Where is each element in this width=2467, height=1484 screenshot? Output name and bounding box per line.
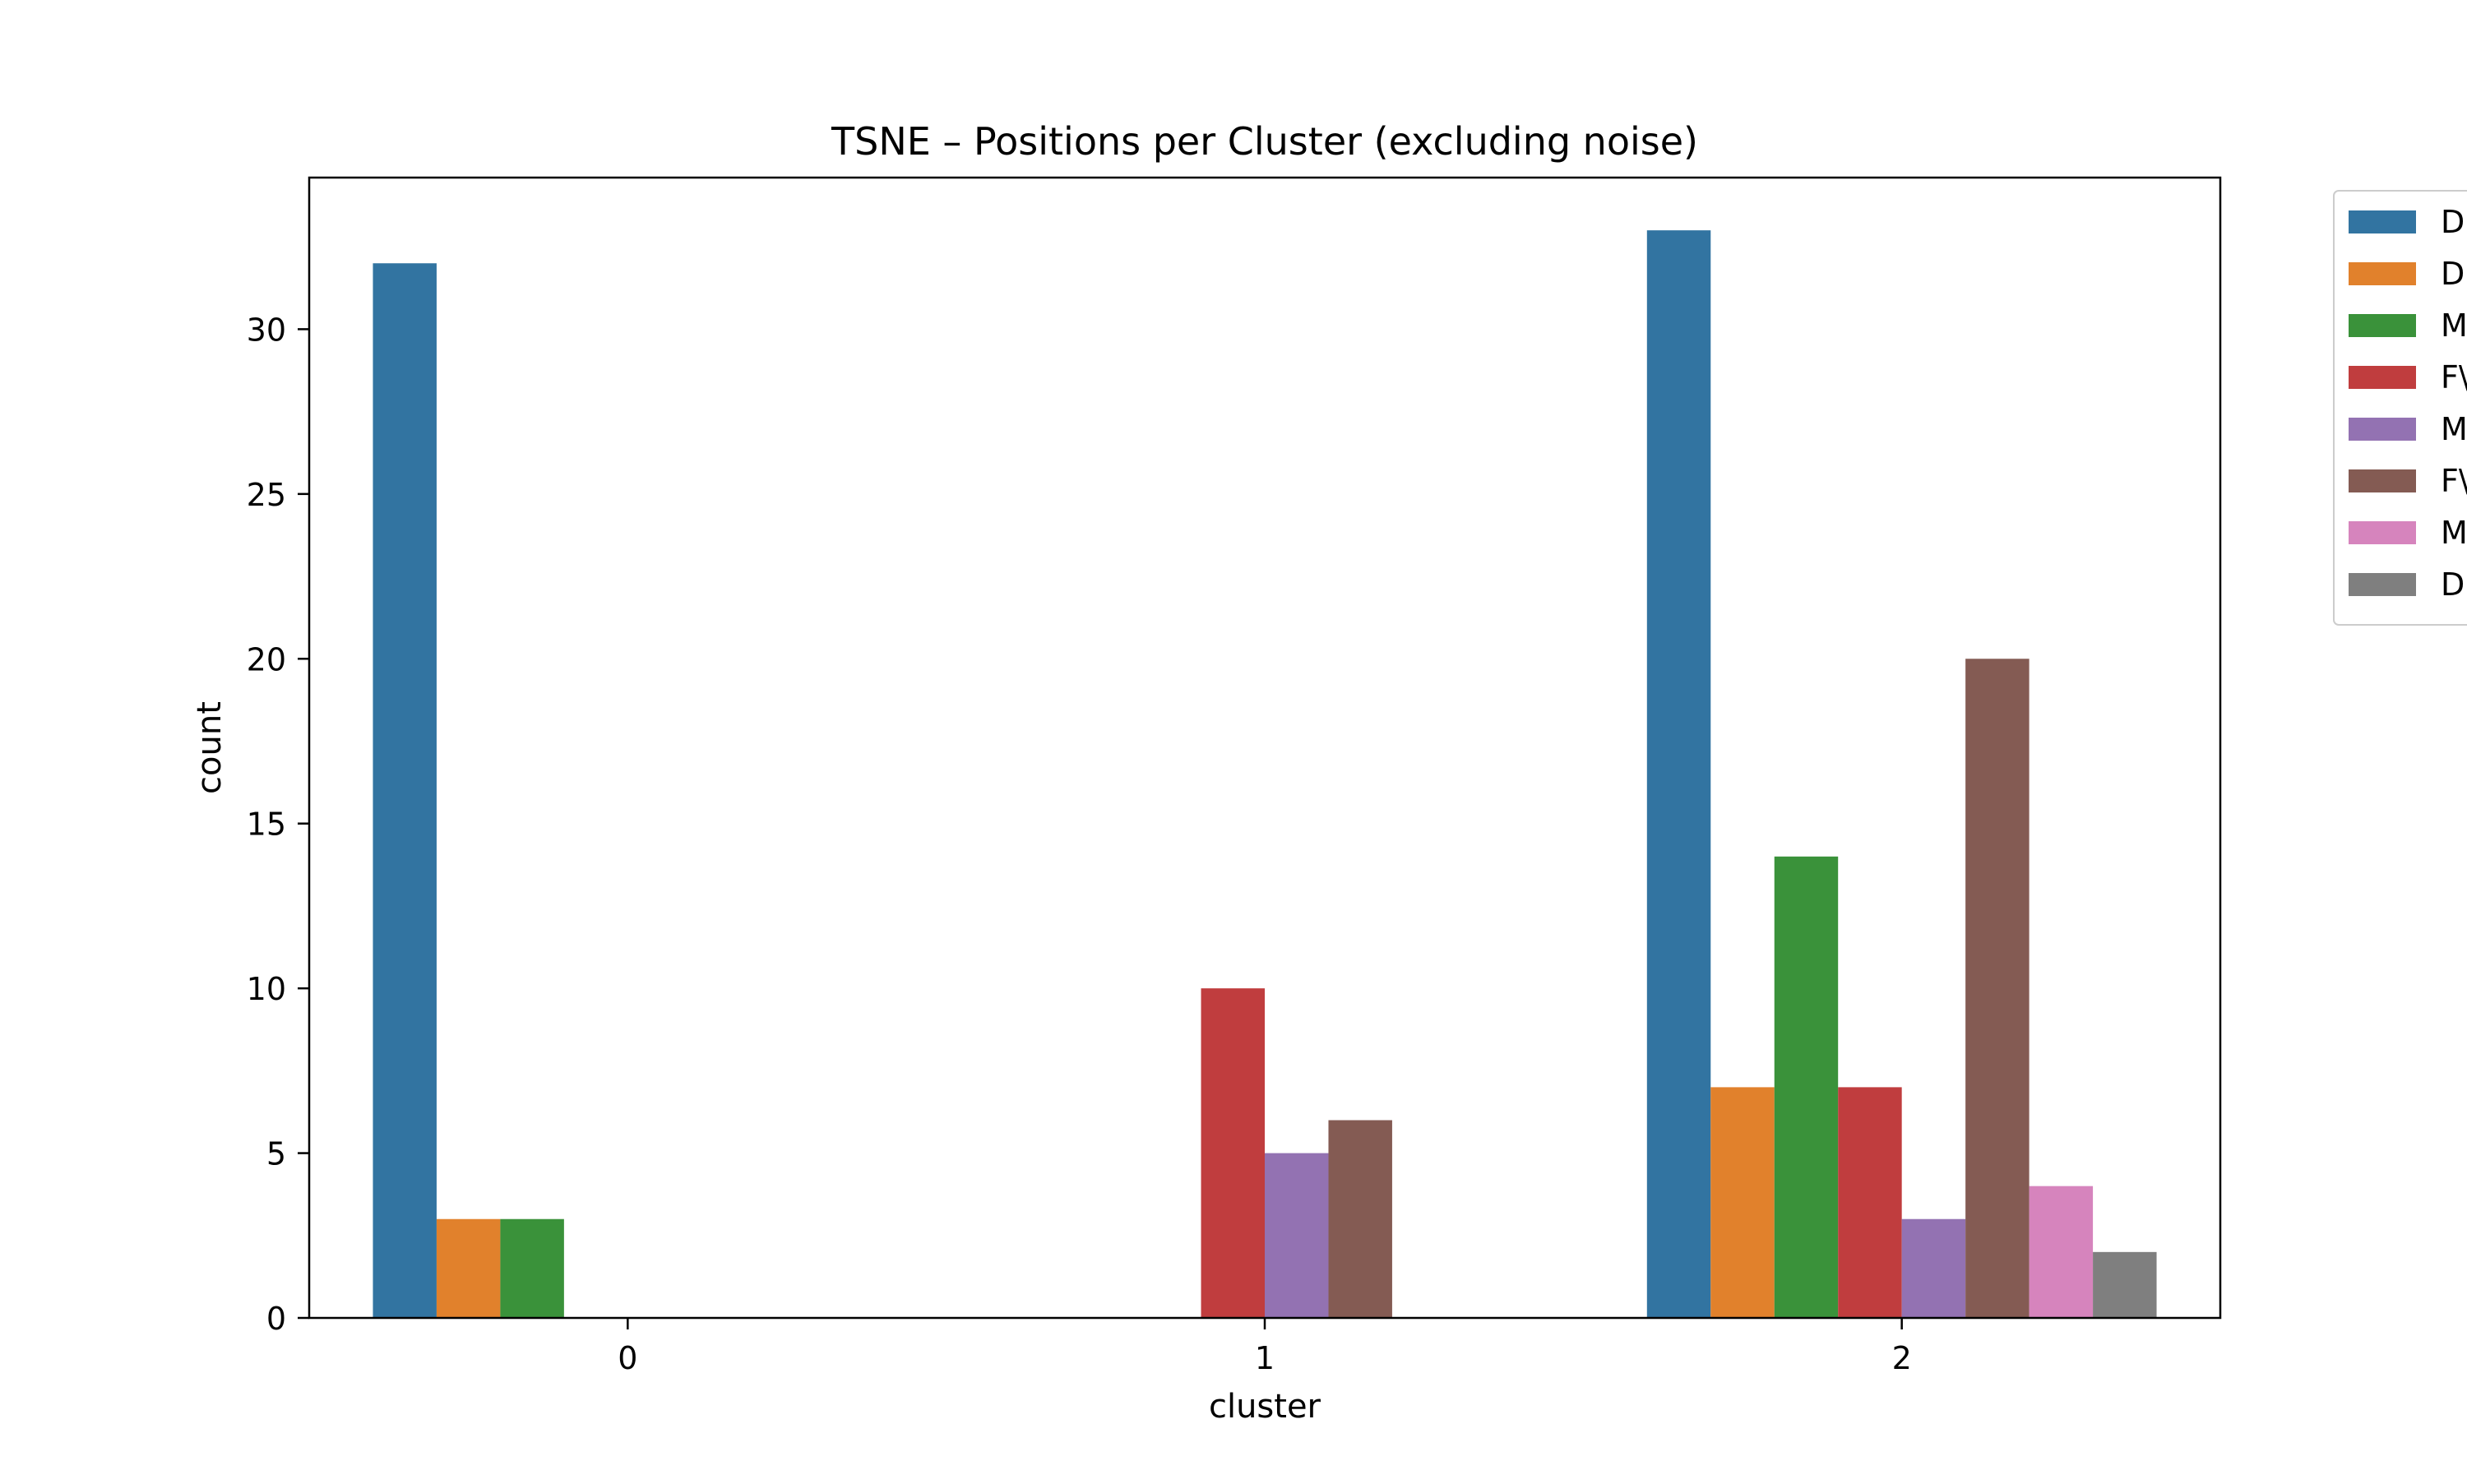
y-tick-label: 5 [266,1136,286,1172]
legend-label: F\ [2441,359,2467,395]
bar-cluster-2-series-0 [1646,230,1711,1318]
legend-swatch [2349,314,2416,337]
legend-swatch [2349,366,2416,389]
y-tick-label: 0 [266,1301,286,1337]
bar-cluster-2-series-1 [1710,1087,1775,1318]
legend-label: D [2441,204,2465,240]
y-tick-label: 20 [247,641,286,677]
legend-swatch [2349,262,2416,285]
legend-frame [2333,190,2467,626]
chart-title: TSNE – Positions per Cluster (excluding … [831,119,1698,164]
legend-label: D [2441,566,2465,603]
legend-swatch [2349,418,2416,441]
legend-label: F\ [2441,463,2467,499]
legend-label: M [2441,515,2467,551]
bar-cluster-1-series-3 [1201,988,1265,1318]
y-axis-label: count [191,701,229,794]
legend-label: M [2441,411,2467,447]
y-tick-label: 25 [247,477,286,513]
legend-swatch [2349,573,2416,596]
x-axis-label: cluster [1209,1388,1321,1426]
bar-cluster-2-series-3 [1838,1087,1902,1318]
legend-label: M [2441,307,2467,344]
bar-cluster-2-series-6 [2029,1186,2094,1318]
legend-label: D [2441,256,2465,292]
bar-cluster-1-series-5 [1328,1120,1392,1318]
y-tick-label: 30 [247,312,286,348]
bar-cluster-0-series-0 [373,263,437,1319]
legend-swatch [2349,210,2416,233]
bar-cluster-2-series-2 [1774,856,1839,1318]
bar-cluster-2-series-5 [1965,659,2030,1318]
bar-cluster-0-series-1 [436,1218,501,1318]
y-tick-label: 15 [247,807,286,843]
bar-cluster-2-series-7 [2093,1251,2157,1318]
legend-swatch [2349,521,2416,544]
bar-cluster-0-series-2 [500,1218,564,1318]
x-tick-label: 0 [618,1340,637,1376]
y-tick-label: 10 [247,971,286,1007]
x-tick-label: 1 [1255,1340,1275,1376]
legend-swatch [2349,469,2416,492]
x-tick-label: 2 [1892,1340,1912,1376]
bar-cluster-2-series-4 [1901,1218,1966,1318]
bar-cluster-1-series-4 [1265,1153,1329,1318]
